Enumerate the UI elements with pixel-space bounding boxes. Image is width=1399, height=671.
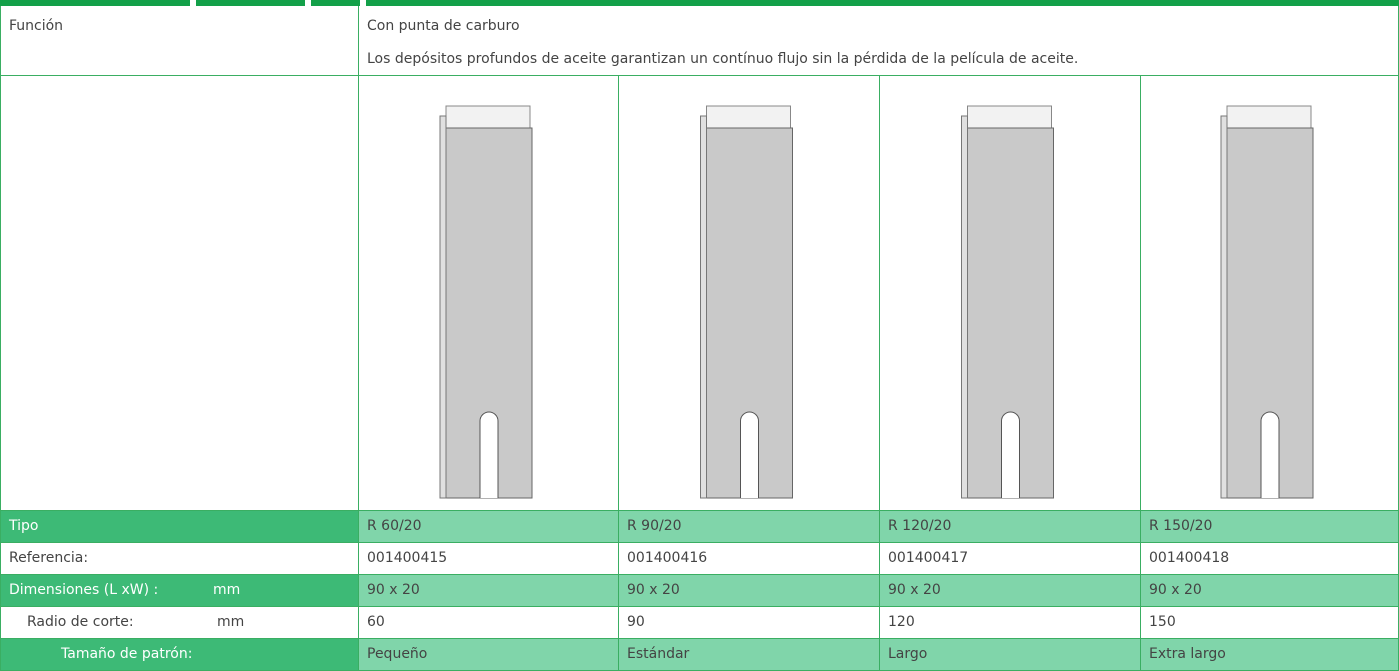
blade-image: [700, 105, 793, 499]
spec-value: R 90/20: [627, 518, 682, 534]
spec-value: 90 x 20: [367, 582, 420, 598]
function-text-cell: Con punta de carburo Los depósitos profu…: [359, 6, 1399, 76]
spec-value-cell: 90 x 20: [359, 575, 619, 607]
top-bar: [366, 0, 1399, 6]
spec-value-cell: R 120/20: [880, 511, 1141, 543]
spec-value: 90 x 20: [627, 582, 680, 598]
spec-label: Tipo: [9, 518, 39, 534]
spec-label: Dimensiones (L xW) :: [9, 582, 159, 598]
top-bar: [0, 0, 190, 6]
blade-edge: [700, 115, 707, 499]
spec-label-cell: Tipo: [0, 511, 359, 543]
function-line: Los depósitos profundos de aceite garant…: [367, 51, 1079, 67]
blade-slot: [740, 411, 759, 498]
function-line: Con punta de carburo: [367, 18, 520, 34]
spec-value: 120: [888, 614, 915, 630]
spec-value-cell: 60: [359, 607, 619, 639]
function-label-cell: Función: [0, 6, 359, 76]
spec-value: R 120/20: [888, 518, 952, 534]
spec-value-cell: 001400417: [880, 543, 1141, 575]
blade-image: [1220, 105, 1314, 499]
spec-value: 90: [627, 614, 645, 630]
spec-value: 90 x 20: [888, 582, 941, 598]
spec-value-cell: Pequeño: [359, 639, 619, 671]
image-cell: [619, 76, 880, 511]
spec-label-cell: Referencia:: [0, 543, 359, 575]
blade-image: [961, 105, 1054, 499]
spec-value-cell: 90: [619, 607, 880, 639]
spec-value-cell: 001400415: [359, 543, 619, 575]
spec-label-cell: Radio de corte: mm: [0, 607, 359, 639]
spec-unit: mm: [213, 582, 241, 598]
spec-value: 150: [1149, 614, 1176, 630]
spec-value: 001400415: [367, 550, 448, 566]
spec-value: 001400416: [627, 550, 708, 566]
spec-value: 001400418: [1149, 550, 1230, 566]
spec-label: Radio de corte:: [27, 614, 134, 630]
spec-value-cell: R 150/20: [1141, 511, 1399, 543]
spec-label-cell: Tamaño de patrón:: [0, 639, 359, 671]
blade-edge: [1220, 115, 1228, 499]
blade-edge: [961, 115, 968, 499]
image-cell: [359, 76, 619, 511]
spec-label-cell: Dimensiones (L xW) : mm: [0, 575, 359, 607]
spec-unit: mm: [217, 614, 245, 630]
spec-value-cell: 001400416: [619, 543, 880, 575]
top-bar: [196, 0, 305, 6]
spec-value-cell: 90 x 20: [1141, 575, 1399, 607]
spec-value-cell: 90 x 20: [619, 575, 880, 607]
spec-value-cell: 90 x 20: [880, 575, 1141, 607]
spec-value: Pequeño: [367, 646, 428, 662]
spec-value: Largo: [888, 646, 928, 662]
blade-slot: [1001, 411, 1020, 498]
spec-label: Referencia:: [9, 550, 89, 566]
blade-edge: [439, 115, 447, 499]
blade-slot: [1260, 411, 1280, 498]
spec-value: 90 x 20: [1149, 582, 1202, 598]
blade-slot: [479, 411, 499, 498]
function-label: Función: [9, 18, 64, 34]
spec-value-cell: R 60/20: [359, 511, 619, 543]
spec-value-cell: Largo: [880, 639, 1141, 671]
spec-value-cell: R 90/20: [619, 511, 880, 543]
top-bar: [311, 0, 360, 6]
spec-value-cell: Estándar: [619, 639, 880, 671]
spec-value-cell: 001400418: [1141, 543, 1399, 575]
spec-value-cell: 120: [880, 607, 1141, 639]
image-label-cell: [0, 76, 359, 511]
spec-value: R 60/20: [367, 518, 422, 534]
spec-label: Tamaño de patrón:: [61, 646, 193, 662]
spec-value-cell: Extra largo: [1141, 639, 1399, 671]
spec-value: 60: [367, 614, 385, 630]
image-cell: [880, 76, 1141, 511]
spec-value: R 150/20: [1149, 518, 1213, 534]
spec-value: Extra largo: [1149, 646, 1226, 662]
blade-image: [439, 105, 533, 499]
spec-value: Estándar: [627, 646, 690, 662]
image-cell: [1141, 76, 1399, 511]
spec-value: 001400417: [888, 550, 969, 566]
spec-value-cell: 150: [1141, 607, 1399, 639]
